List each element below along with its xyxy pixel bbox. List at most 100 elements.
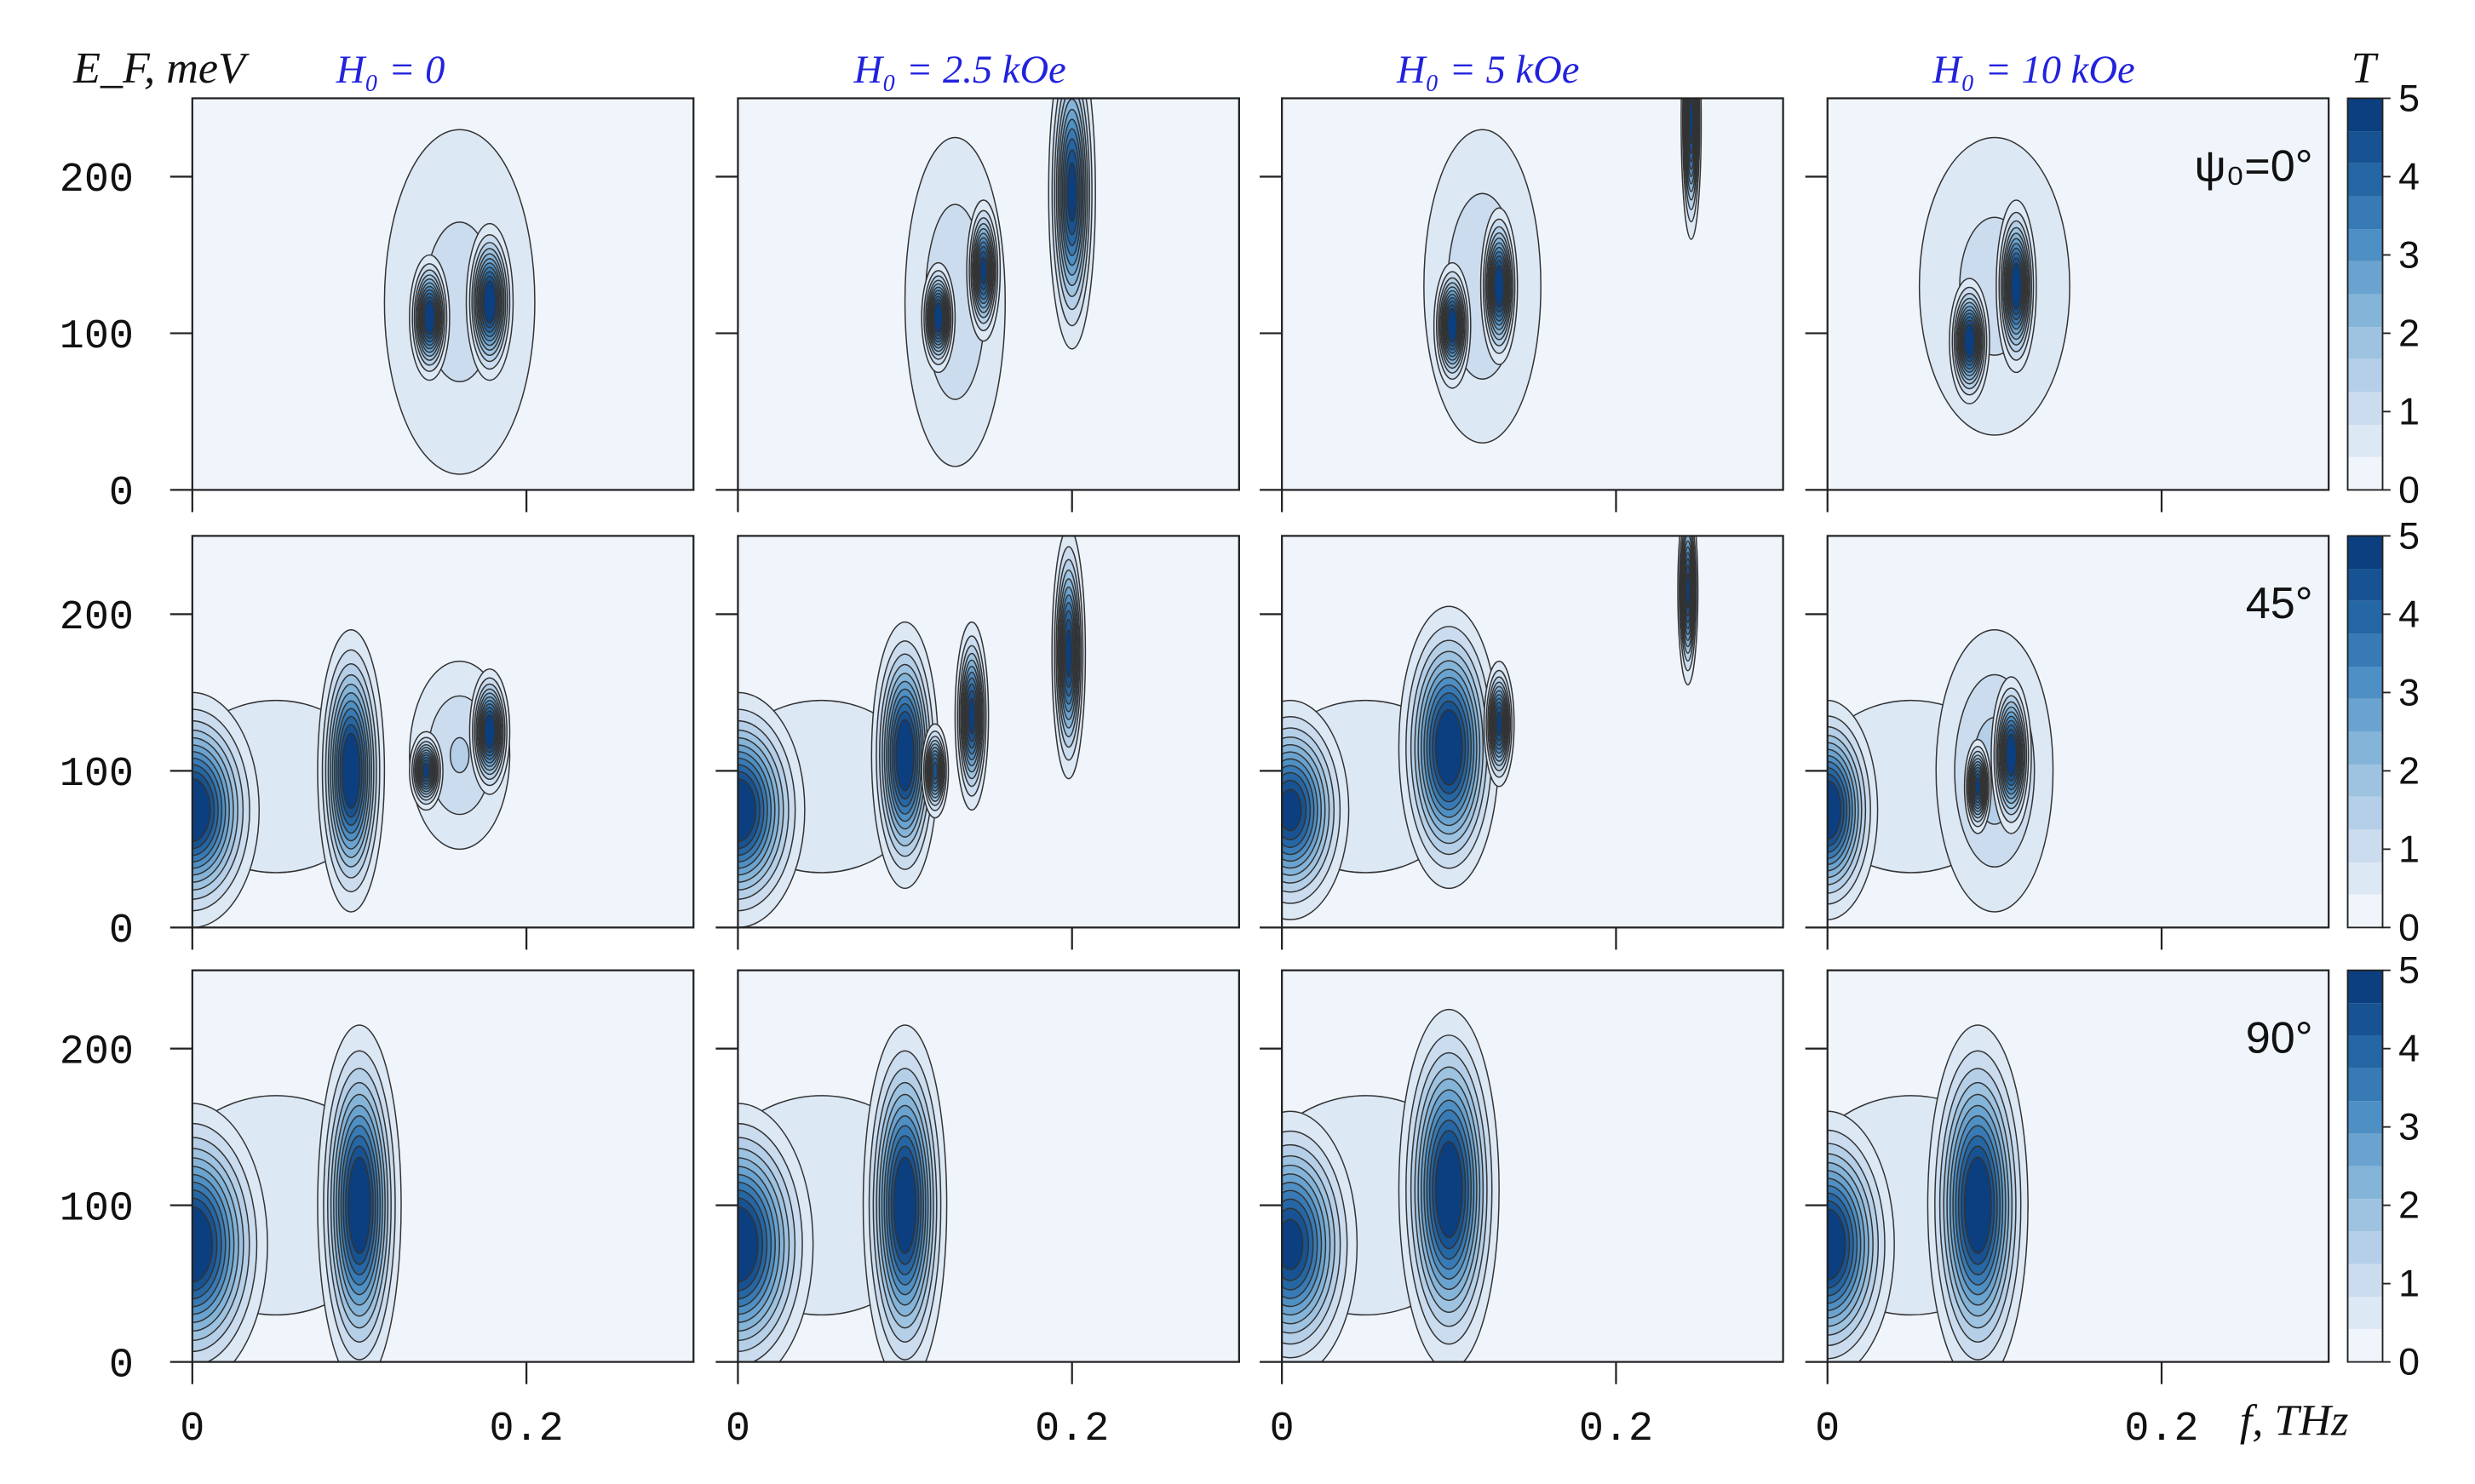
colorbar-band — [2347, 1166, 2383, 1200]
x-tick-label: 0.2 — [490, 1406, 564, 1452]
y-tick-label: 0 — [109, 908, 134, 954]
colorbar-frame — [2346, 535, 2384, 929]
colorbar-band — [2347, 731, 2383, 765]
contour-blob — [1479, 207, 1519, 365]
colorbar-tick-label: 0 — [2398, 907, 2420, 948]
panel — [1282, 536, 1783, 928]
contour-level — [1065, 628, 1073, 678]
contour-level — [738, 1206, 759, 1283]
contour-blob — [1677, 536, 1699, 685]
contour-level — [1963, 1156, 1992, 1254]
colorbar-band — [2347, 1230, 2383, 1264]
colorbar-tick-label: 5 — [2398, 950, 2420, 992]
contour-level — [2010, 262, 2023, 310]
x-axis-label: f, THz — [2240, 1396, 2348, 1445]
colorbar-band — [2347, 358, 2383, 392]
colorbar-label: T — [2352, 44, 2380, 93]
panel-frame — [1281, 535, 1784, 929]
contour-blob — [738, 1103, 814, 1362]
colorbar-band — [2347, 327, 2383, 359]
x-tick-label: 0 — [1815, 1406, 1840, 1452]
panel-frame — [737, 535, 1240, 929]
contour-blob — [1398, 1008, 1500, 1362]
row-label: 45° — [2246, 579, 2313, 628]
x-tick-label: 0 — [726, 1406, 750, 1452]
contour-level — [423, 300, 436, 335]
contour-blob — [1949, 278, 1990, 404]
row-label: 90° — [2246, 1013, 2313, 1063]
contour-blob — [870, 621, 939, 890]
colorbar-band — [2347, 569, 2383, 601]
contour-level — [893, 1156, 917, 1254]
contour-level — [1446, 307, 1458, 343]
colorbar-band — [2347, 392, 2383, 426]
contour-level — [1493, 264, 1505, 308]
contour-level — [1963, 324, 1976, 359]
contour-blob — [465, 222, 514, 381]
contour-blob — [1963, 738, 1992, 834]
contour-blob — [1918, 136, 2070, 436]
contour-blob — [317, 1024, 402, 1362]
panel — [1827, 98, 2329, 490]
x-tick-label: 0 — [1270, 1406, 1295, 1452]
x-tick-label: 0.2 — [2124, 1406, 2198, 1452]
contour-level — [1066, 162, 1077, 223]
x-tick-label: 0 — [180, 1406, 204, 1452]
panel-frame — [191, 97, 695, 491]
colorbar-band — [2347, 1132, 2383, 1166]
panel — [192, 970, 694, 1362]
contour-blob — [738, 691, 806, 928]
colorbar-tick-label: 4 — [2398, 593, 2420, 635]
colorbar-band — [2347, 98, 2383, 132]
contour-level — [449, 736, 470, 774]
colorbar-band — [2347, 667, 2383, 699]
panel-background — [1827, 98, 2329, 490]
colorbar-band — [2347, 765, 2383, 797]
colorbar-frame — [2346, 969, 2384, 1363]
panel-frame — [1826, 969, 2330, 1363]
contour-blob — [1827, 1110, 1895, 1362]
contour-level — [1685, 572, 1691, 610]
panel-frame — [737, 97, 1240, 491]
colorbar-band — [2347, 163, 2383, 197]
y-tick-label: 200 — [60, 157, 134, 203]
contour-level — [933, 302, 944, 333]
panel-frame — [191, 535, 695, 929]
contour-blob — [966, 199, 1002, 342]
contour-level — [1496, 711, 1503, 736]
column-title: H₀ = 10 kOe — [1932, 49, 2135, 92]
colorbar-band — [2347, 1328, 2383, 1362]
panel-frame — [191, 969, 695, 1363]
contour-blob — [192, 691, 261, 928]
y-axis-label: E_F, meV — [72, 44, 250, 93]
contour-blob — [862, 1024, 948, 1362]
colorbar-band — [2347, 633, 2383, 668]
colorbar-band — [2347, 261, 2383, 295]
contour-blob — [1680, 98, 1703, 240]
panel-frame — [1826, 535, 2330, 929]
contour-level — [1434, 1141, 1463, 1239]
contour-level — [968, 697, 976, 735]
contour-blob — [1433, 261, 1472, 389]
colorbar-band — [2347, 1068, 2383, 1102]
colorbar-band — [2347, 131, 2383, 163]
colorbar-tick-label: 3 — [2398, 1107, 2420, 1149]
colorbar-band — [2347, 1199, 2383, 1231]
contour-blob — [1282, 1110, 1358, 1362]
contour-blob — [1996, 199, 2037, 374]
colorbar-band — [2347, 829, 2383, 863]
y-tick-label: 100 — [60, 751, 134, 798]
y-tick-label: 200 — [60, 1028, 134, 1075]
contour-blob — [954, 621, 990, 811]
contour-blob — [1048, 98, 1096, 350]
y-tick-label: 0 — [109, 470, 134, 517]
contour-blob — [1398, 605, 1500, 890]
y-tick-label: 100 — [60, 313, 134, 360]
colorbar-tick-label: 1 — [2398, 1263, 2420, 1305]
panel-frame — [1281, 969, 1784, 1363]
colorbar-band — [2347, 698, 2383, 732]
colorbar-tick-label: 2 — [2398, 750, 2420, 792]
contour-level — [1282, 1218, 1304, 1270]
contour-level — [1434, 708, 1463, 786]
